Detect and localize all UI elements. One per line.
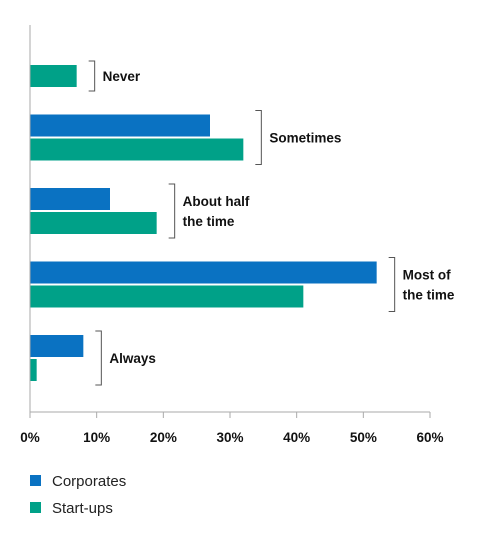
bracket-about-half-the-time <box>168 183 176 239</box>
bar-start-ups-sometimes <box>30 138 244 161</box>
bars-layer <box>30 65 377 381</box>
bar-corporates-most-of-the-time <box>30 261 377 284</box>
bar-corporates-sometimes <box>30 114 210 137</box>
category-label-always: Always <box>109 351 156 366</box>
category-label-about-half-the-time-line-1: About half <box>183 194 250 209</box>
x-tick-label-0: 0% <box>20 430 40 445</box>
legend-swatch-corporates <box>30 475 41 486</box>
category-labels-layer: Never Sometimes About half the time Most of t… <box>88 60 455 386</box>
legend-label-start-ups: Start-ups <box>52 500 113 517</box>
bracket-most-of-the-time <box>388 257 396 312</box>
category-label-most-of-the-time-line-1: Most of <box>403 268 451 283</box>
x-tick-label-20: 20% <box>150 430 177 445</box>
legend-label-corporates: Corporates <box>52 473 126 490</box>
x-axis: 0% 10% 20% 30% 40% 50% 60% <box>20 25 444 445</box>
bar-corporates-about-half-the-time <box>30 188 110 210</box>
category-label-about-half-the-time-line-2: the time <box>183 214 235 229</box>
category-label-most-of-the-time-line-2: the time <box>403 288 455 303</box>
x-tick-label-30: 30% <box>216 430 243 445</box>
x-tick-label-60: 60% <box>416 430 443 445</box>
category-label-sometimes: Sometimes <box>269 131 341 146</box>
bracket-sometimes <box>255 110 262 165</box>
category-label-never: Never <box>103 69 141 84</box>
bracket-always <box>95 330 102 386</box>
bar-start-ups-always <box>30 359 37 381</box>
bar-start-ups-most-of-the-time <box>30 285 304 308</box>
bar-start-ups-never <box>30 65 77 87</box>
bracket-never <box>88 60 96 92</box>
x-tick-label-50: 50% <box>350 430 377 445</box>
bar-corporates-always <box>30 335 84 357</box>
x-tick-label-40: 40% <box>283 430 310 445</box>
bar-start-ups-about-half-the-time <box>30 212 157 234</box>
legend: Corporates Start-ups <box>30 473 126 517</box>
legend-swatch-start-ups <box>30 502 41 513</box>
x-tick-label-10: 10% <box>83 430 110 445</box>
